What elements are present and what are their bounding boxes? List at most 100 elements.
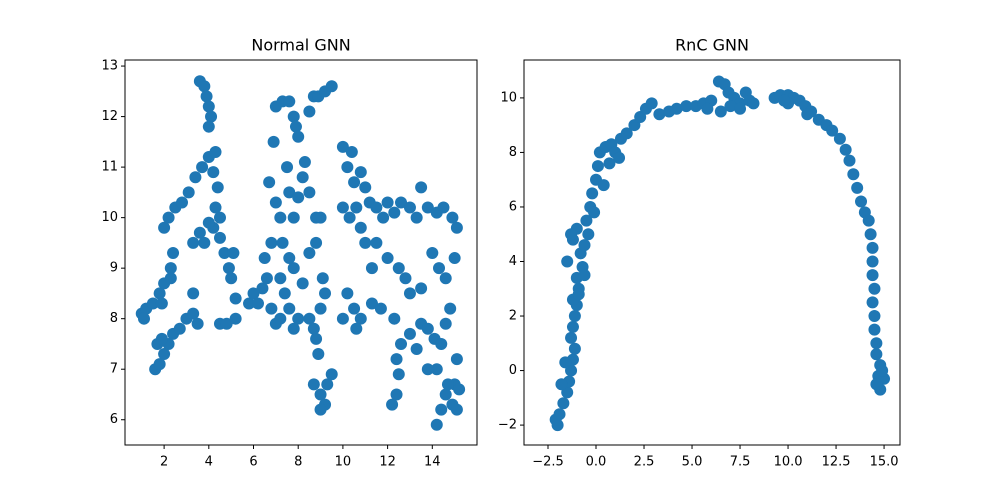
scatter-point [158,348,171,361]
y-tick-label: 2 [509,309,517,324]
scatter-point [866,255,879,268]
y-tick-label: 8 [110,311,118,326]
scatter-point [734,102,747,115]
x-tick-label: 7.5 [730,455,751,470]
scatter-point [213,211,226,224]
scatter-point [314,302,327,315]
scatter-point [359,236,372,249]
scatter-point [365,262,378,275]
x-tick-label: 2 [160,455,168,470]
scatter-point [314,403,327,416]
scatter-point [392,262,405,275]
scatter-point [336,201,349,214]
scatter-point [310,211,323,224]
scatter-point [843,154,856,167]
scatter-point [403,201,416,214]
scatter-point [209,145,222,158]
scatter-point [205,110,218,123]
y-tick-label: 4 [509,254,517,269]
scatter-point [365,297,378,310]
scatter-point [747,97,760,110]
scatter-point [388,206,401,219]
scatter-point [866,241,879,254]
scatter-point [430,418,443,431]
scatter-point [341,161,354,174]
scatter-point [555,378,568,391]
scatter-point [325,80,338,93]
scatter-point [613,151,626,164]
scatter-point [680,100,693,113]
scatter-point [350,201,363,214]
scatter-point [561,255,574,268]
scatter-point [202,120,215,133]
scatter-point [164,262,177,275]
scatter-point [274,272,287,285]
scatter-point [591,160,604,173]
scatter-point [833,132,846,145]
scatter-point [341,287,354,300]
scatter-point [303,186,316,199]
scatter-point [258,252,271,265]
scatter-point [444,302,457,315]
scatter-point [572,288,585,301]
scatter-point [370,236,383,249]
y-tick-label: 7 [110,362,118,377]
scatter-point [303,105,316,118]
scatter-point [153,358,166,371]
scatter-point [559,356,572,369]
scatter-point [319,287,332,300]
scatter-point [870,378,883,391]
x-tick-label: 6 [249,455,257,470]
scatter-point [146,297,159,310]
scatter-point [189,171,202,184]
scatter-point [155,332,168,345]
scatter-point [450,221,463,234]
scatter-point [603,157,616,170]
scatter-point [399,272,412,285]
scatter-point [187,287,200,300]
scatter-point [381,196,394,209]
scatter-point [251,297,264,310]
scatter-point [421,201,434,214]
scatter-point [864,228,877,241]
scatter-point [724,100,737,113]
scatter-point [218,247,231,260]
scatter-point [862,214,875,227]
scatter-point [345,145,358,158]
scatter-point [283,302,296,315]
x-tick-label: −2.5 [532,455,564,470]
scatter-point [336,312,349,325]
scatter-point [213,231,226,244]
scatter-point [298,156,311,169]
scatter-point [193,226,206,239]
points [549,75,891,432]
chart-title: RnC GNN [675,36,749,55]
scatter-point [316,272,329,285]
scatter-point [312,348,325,361]
scatter-point [287,322,300,335]
scatter-point [321,378,334,391]
y-tick-label: 10 [101,210,118,225]
chart-title: Normal GNN [251,36,350,55]
scatter-point [565,228,578,241]
scatter-point [714,105,727,118]
scatter-point [868,282,881,295]
scatter-point [289,120,302,133]
scatter-point [278,287,291,300]
axes-frame [523,59,901,446]
scatter-point [620,127,633,140]
scatter-point [578,239,591,252]
scatter-point [260,272,273,285]
scatter-point [568,342,581,355]
scatter-point [866,296,879,309]
scatter-point [243,297,256,310]
y-tick-label: 0 [509,363,517,378]
scatter-point [377,211,390,224]
x-tick-label: 5.0 [682,455,703,470]
scatter-point [433,262,446,275]
y-tick-label: 13 [101,59,118,74]
scatter-point [292,130,305,143]
scatter-point [265,236,278,249]
scatter-point [588,206,601,219]
scatter-point [826,124,839,137]
